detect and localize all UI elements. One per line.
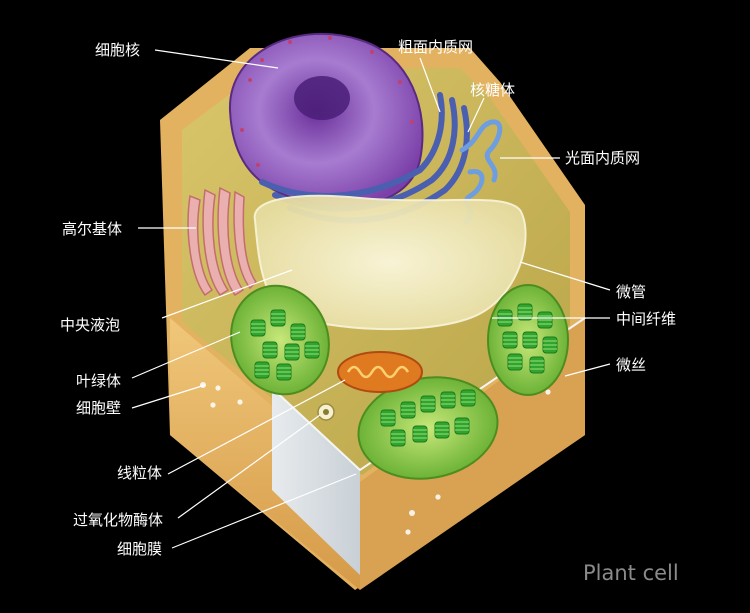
mitochondrion	[337, 351, 423, 393]
label-rough-er: 粗面内质网	[398, 38, 473, 56]
label-ribosome: 核糖体	[470, 81, 515, 99]
label-microtubule: 微管	[616, 283, 646, 301]
nucleus	[228, 32, 424, 208]
label-cell-membrane: 细胞膜	[117, 540, 162, 558]
label-vacuole: 中央液泡	[60, 316, 120, 334]
label-microfilament: 微丝	[616, 356, 646, 374]
cell-membrane-cut	[272, 388, 360, 575]
leader-lines	[131, 49, 611, 549]
label-golgi: 高尔基体	[62, 220, 122, 238]
golgi-apparatus	[187, 186, 257, 297]
watermark: Plant cell	[583, 561, 679, 585]
label-intermediate-filament: 中间纤维	[616, 310, 676, 328]
label-smooth-er: 光面内质网	[565, 149, 640, 167]
label-mitochondrion: 线粒体	[117, 464, 162, 482]
label-peroxisome: 过氧化物酶体	[73, 511, 163, 529]
label-nucleus: 细胞核	[95, 41, 140, 59]
thylakoid-stacks	[250, 303, 558, 447]
peroxisome	[317, 403, 335, 421]
label-cell-wall: 细胞壁	[76, 399, 121, 417]
label-chloroplast: 叶绿体	[76, 372, 121, 390]
